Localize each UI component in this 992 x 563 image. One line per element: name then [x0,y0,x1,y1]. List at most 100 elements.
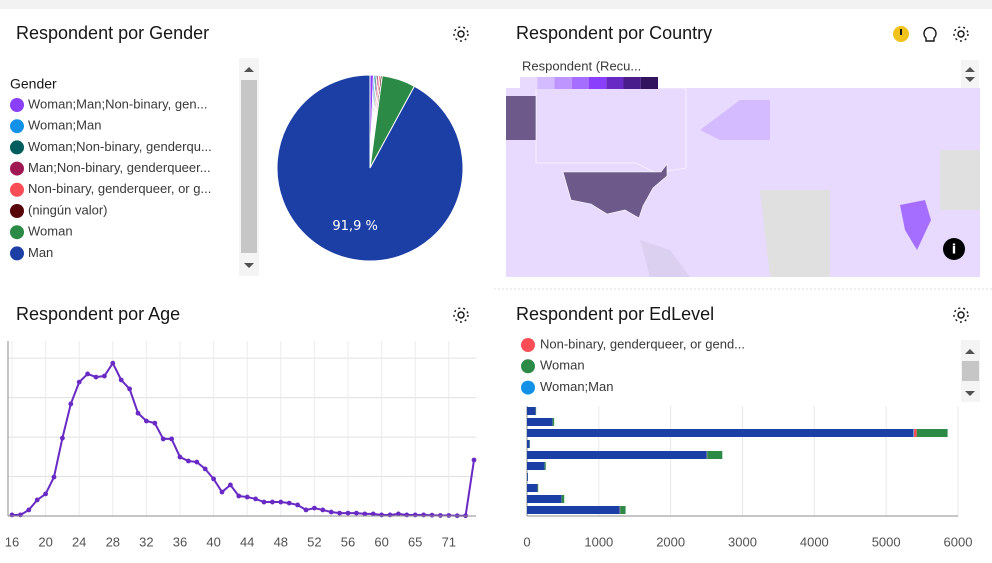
settings-icons[interactable] [453,26,969,323]
point [412,512,418,518]
legend-swatch [520,77,538,89]
x-tick-label: 36 [173,534,187,549]
legend-swatch [10,161,24,176]
x-tick-label: 16 [5,534,19,549]
legend-swatch [10,182,24,197]
point [102,373,107,379]
point [177,454,183,460]
x-tick-label: 20 [38,534,52,549]
bar-segment [544,462,546,470]
legend-swatch [537,77,555,89]
point [194,459,200,465]
legend-swatch [589,77,607,89]
scrollbar[interactable] [961,60,979,88]
point [345,510,351,516]
insight-icon[interactable] [923,26,937,42]
legend-swatch [521,338,535,352]
chart-title: Respondent por Country [516,23,712,43]
point [68,401,74,407]
x-tick-label: 4000 [800,534,829,549]
point [328,509,334,515]
bar-segment [527,484,538,492]
legend-label: Non-binary, genderqueer, or g... [28,181,211,196]
x-tick-label: 1000 [584,534,613,549]
legend-label: Woman [28,224,73,239]
x-tick-label: 44 [240,534,254,549]
legend-label: Woman;Man;Non-binary, gen... [28,96,207,111]
legend-swatch [640,77,658,89]
map: i [506,87,980,277]
point [76,379,82,385]
point [202,466,208,472]
x-tick-label: 65 [408,534,422,549]
point [211,476,217,482]
legend-label: Woman [540,358,585,373]
bar-segment [913,429,917,437]
top-strip [0,0,992,9]
slice-label: 91,9 % [332,219,377,234]
bar-segment [527,429,914,437]
x-tick-label: 48 [274,534,288,549]
point [127,386,132,392]
point [286,500,292,506]
point [60,435,65,441]
chart-title: Respondent por EdLevel [516,304,714,324]
legend-title: Respondent (Recu... [522,58,641,73]
x-tick-label: 52 [307,534,321,549]
bar-segment [527,473,528,481]
legend-swatch [10,204,24,218]
point [337,510,342,516]
legend-label: Woman;Man [28,118,101,133]
bar-segment [527,451,707,459]
point [118,377,124,383]
chart-title: Respondent por Gender [16,23,209,43]
x-tick-label: 28 [106,534,120,549]
point [303,507,309,513]
bar-segment [527,462,545,470]
warning-mark [900,29,902,35]
point [387,512,393,518]
x-tick-label: 3000 [728,534,757,549]
legend-swatch [10,98,24,112]
bar-segment [552,418,555,426]
x-tick-label: 60 [374,534,388,549]
pie-slice [276,74,464,262]
legend-label: (ningún valor) [28,202,108,217]
legend-swatch [10,225,24,240]
point [295,502,300,508]
svg-text:i: i [952,243,956,258]
legend-label: Man [28,245,53,260]
point [93,374,99,380]
point [421,512,426,518]
legend-swatch [521,359,535,374]
point [51,474,57,480]
point [34,497,40,503]
scroll-thumb[interactable] [241,80,257,253]
legend-swatch [554,77,572,89]
point [446,513,452,518]
point [160,436,166,442]
x-tick-label: 32 [139,534,153,549]
scroll-arrows[interactable] [965,349,975,396]
bar-segment [527,506,620,514]
bar-segment [916,429,948,437]
scroll-thumb[interactable] [962,361,979,381]
scroll-arrows[interactable] [965,67,975,82]
legend-swatch [10,119,24,134]
legend-swatch [521,380,535,395]
point [429,512,435,518]
point [219,489,225,495]
point [244,494,250,500]
legend-swatch [10,140,24,155]
point [261,499,267,505]
point [169,436,175,442]
point [253,496,258,502]
point [18,512,23,518]
point [404,512,410,518]
point [320,507,326,513]
bar-segment [561,495,565,503]
legend-title: Gender [10,76,57,92]
point [9,512,15,518]
bar-segment [527,440,530,448]
